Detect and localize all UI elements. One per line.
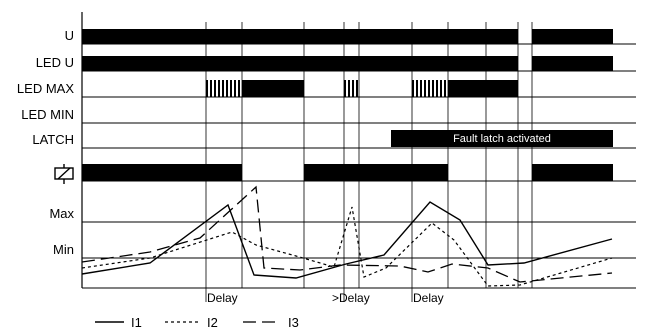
relay-signal <box>82 164 613 181</box>
led-max-signal <box>206 80 518 97</box>
delay-label-3: Delay <box>413 291 444 305</box>
row-label-led-max: LED MAX <box>17 81 74 96</box>
row-label-latch: LATCH <box>32 132 74 147</box>
row-label-led-u: LED U <box>36 55 74 70</box>
delay-label-2: >Delay <box>332 291 370 305</box>
row-label-u: U <box>65 28 74 43</box>
level-label-max: Max <box>49 206 74 221</box>
level-label-min: Min <box>53 242 74 257</box>
legend-label-i1: I1 <box>131 315 142 330</box>
u-signal <box>82 29 613 44</box>
led-max-blink-3 <box>412 80 446 97</box>
curve-i1 <box>81 201 613 279</box>
relay-coil-icon <box>54 164 74 184</box>
led-max-on-2 <box>448 80 518 97</box>
latch-text: Fault latch activated <box>453 133 551 145</box>
latch-bar <box>391 130 613 147</box>
row-label-led-min: LED MIN <box>21 107 74 122</box>
legend: I1 I2 I3 <box>95 315 299 330</box>
delay-label-1: Delay <box>207 291 238 305</box>
led-u-signal <box>82 56 613 71</box>
curve-i2 <box>81 206 613 287</box>
legend-label-i3: I3 <box>288 315 299 330</box>
curve-i3 <box>81 185 613 283</box>
led-max-blink-1 <box>206 80 240 97</box>
legend-label-i2: I2 <box>207 315 218 330</box>
led-max-blink-2 <box>344 80 358 97</box>
latch-signal: Fault latch activated <box>391 130 613 147</box>
led-max-on-1 <box>242 80 304 97</box>
